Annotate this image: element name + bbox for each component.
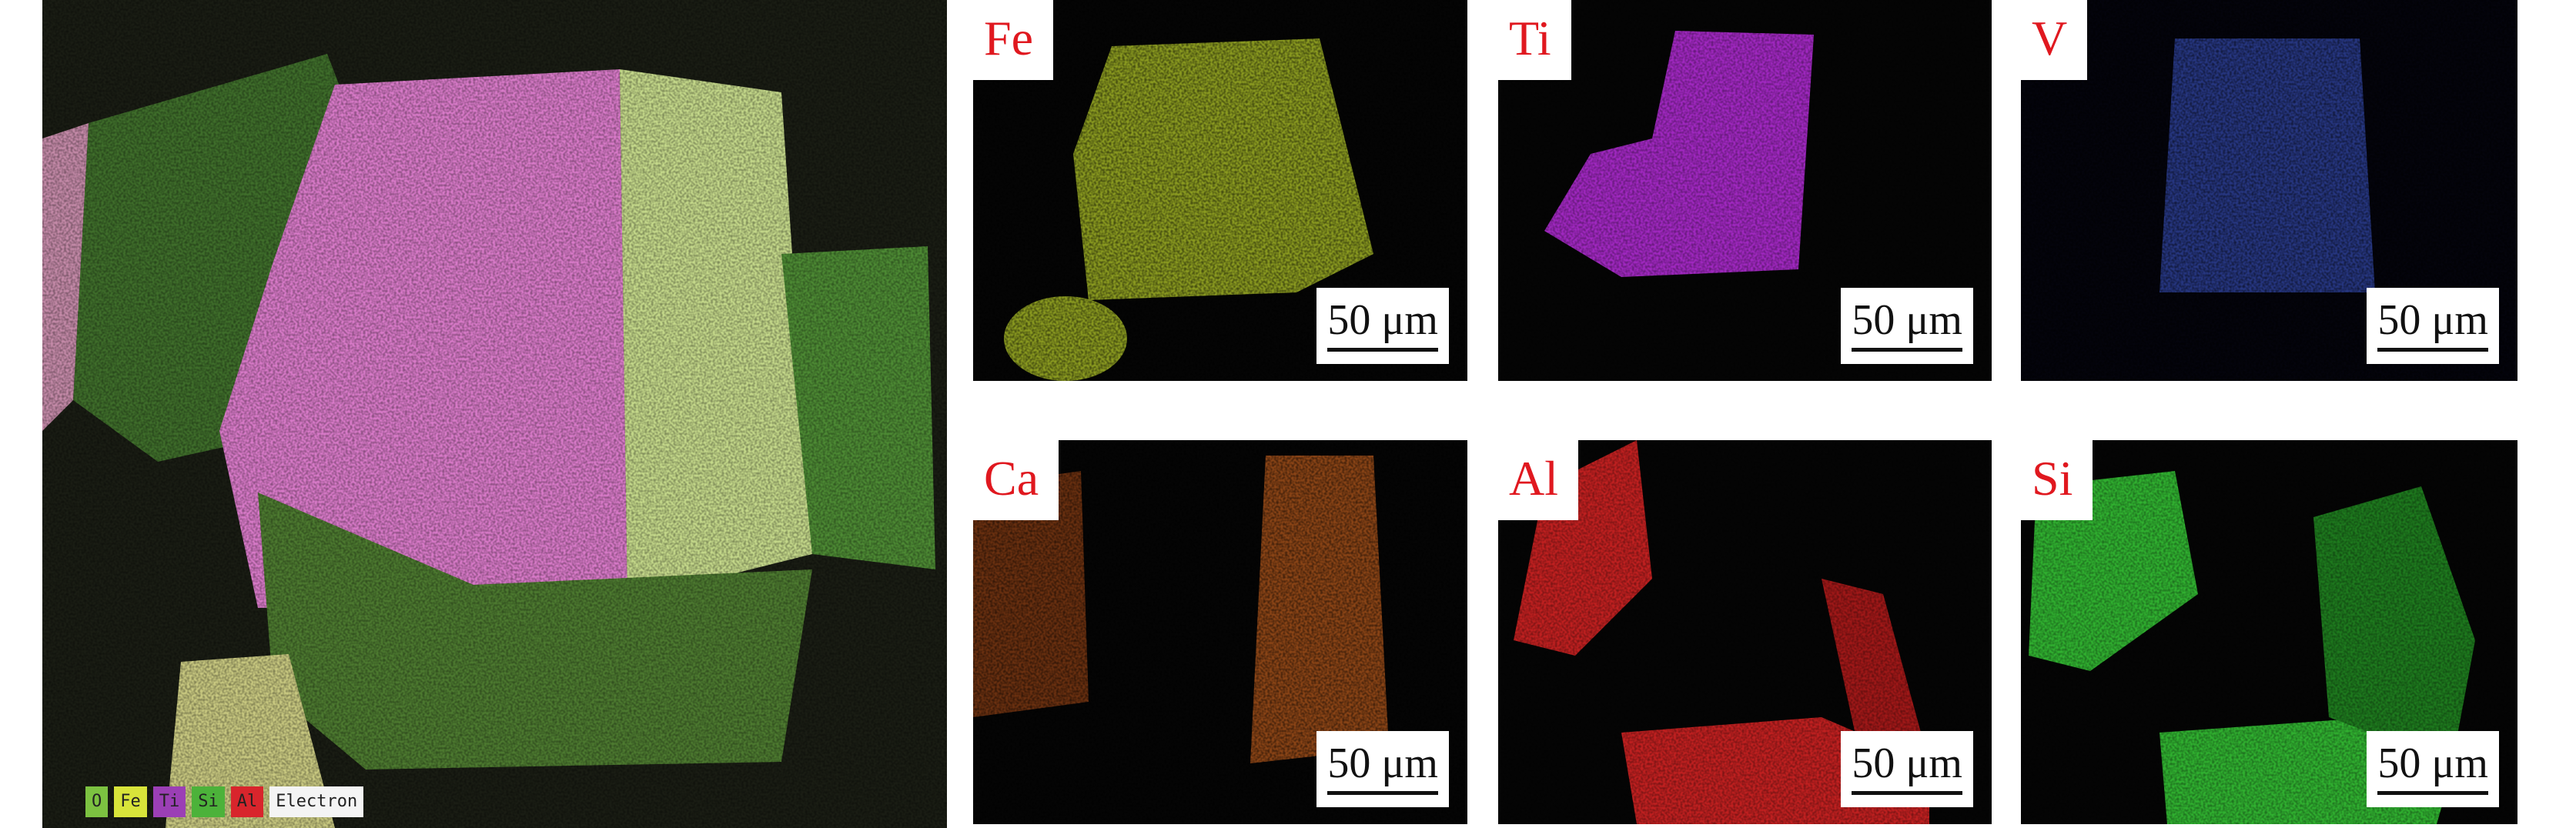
element-label: V [2021, 0, 2088, 80]
scale-bar-label: 50 μm [1327, 296, 1438, 344]
element-label: Si [2021, 440, 2093, 520]
element-label: Ca [973, 440, 1059, 520]
scale-bar-line [2377, 348, 2488, 352]
legend-si: Si [192, 786, 225, 817]
scale-bar-line [1852, 348, 1962, 352]
map-al: Al 50 μm [1498, 440, 1992, 824]
element-label: Al [1498, 440, 1578, 520]
element-label: Fe [973, 0, 1053, 80]
map-v: V 50 μm [2021, 0, 2517, 381]
scale-bar: 50 μm [1316, 288, 1449, 364]
map-ti: Ti 50 μm [1498, 0, 1992, 381]
map-ca: Ca 50 μm [973, 440, 1467, 824]
scale-bar-label: 50 μm [1852, 740, 1962, 787]
legend-electron: Electron [269, 786, 364, 817]
composite-mineral-phases [42, 0, 947, 828]
scale-bar: 50 μm [2367, 731, 2499, 807]
scale-bar-line [1327, 791, 1438, 795]
map-fe: Fe 50 μm [973, 0, 1467, 381]
map-si: Si 50 μm [2021, 440, 2517, 824]
scale-bar: 50 μm [2367, 288, 2499, 364]
legend-o: O [85, 786, 109, 817]
legend-ti: Ti [152, 786, 186, 817]
scale-bar: 50 μm [1316, 731, 1449, 807]
scale-bar-line [1852, 791, 1962, 795]
scale-bar-label: 50 μm [1852, 296, 1962, 344]
scale-bar-label: 50 μm [1327, 740, 1438, 787]
scale-bar-label: 50 μm [2377, 296, 2488, 344]
scale-bar: 50 μm [1841, 731, 1973, 807]
element-label: Ti [1498, 0, 1571, 80]
legend-fe: Fe [114, 786, 147, 817]
scale-bar-line [1327, 348, 1438, 352]
scale-bar: 50 μm [1841, 288, 1973, 364]
eds-legend: O Fe Ti Si Al Electron [85, 786, 364, 817]
composite-eds-image: O Fe Ti Si Al Electron [42, 0, 947, 828]
scale-bar-label: 50 μm [2377, 740, 2488, 787]
scale-bar-line [2377, 791, 2488, 795]
legend-al: Al [230, 786, 264, 817]
